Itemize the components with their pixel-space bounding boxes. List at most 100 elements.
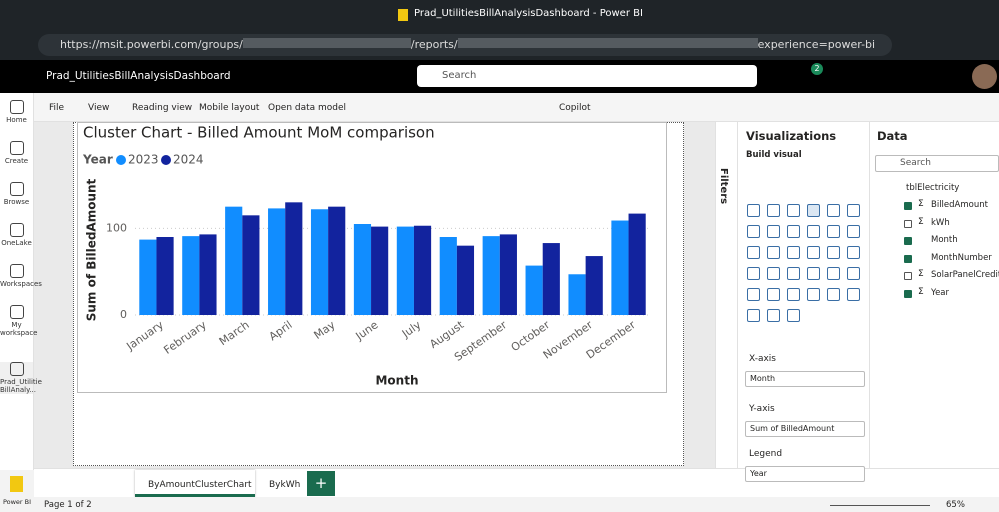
search-box[interactable]: Search: [417, 65, 757, 87]
bar: [328, 206, 346, 315]
active-tab[interactable]: [135, 470, 255, 497]
add-page[interactable]: +: [307, 471, 335, 496]
build-visual: Build visual: [746, 150, 802, 160]
y-tick-label: 0: [120, 308, 127, 321]
x-tick-label: July: [399, 318, 424, 341]
viz-icon[interactable]: [767, 225, 780, 238]
well-field[interactable]: Sum of BilledAmount: [745, 421, 865, 437]
viz-icon[interactable]: [767, 246, 780, 259]
nav-item[interactable]: Home: [0, 100, 33, 124]
viz-icon[interactable]: [747, 225, 760, 238]
viz-icon[interactable]: [747, 246, 760, 259]
field-name[interactable]: Month: [931, 235, 958, 245]
bar: [499, 234, 517, 315]
field-checkbox[interactable]: [904, 289, 912, 298]
viz-icon[interactable]: [747, 204, 760, 217]
copilot-button[interactable]: Copilot: [559, 103, 591, 113]
nav-item[interactable]: My workspace: [0, 305, 37, 337]
viz-icon[interactable]: [747, 309, 760, 322]
nav-item[interactable]: Create: [0, 141, 33, 165]
redacted: [242, 38, 411, 48]
field-name[interactable]: Year: [931, 287, 949, 298]
viz-icon[interactable]: [827, 204, 840, 217]
viz-icon[interactable]: [847, 288, 860, 301]
bar: [628, 213, 646, 315]
bar: [542, 243, 560, 315]
viz-icon[interactable]: [827, 246, 840, 259]
viz-icon[interactable]: [767, 288, 780, 301]
report-name[interactable]: Prad_UtilitiesBillAnalysisDashboard: [46, 70, 231, 82]
viz-icon[interactable]: [787, 204, 800, 217]
legend-title: Year: [82, 153, 113, 167]
viz-icon[interactable]: [747, 288, 760, 301]
viz-icon[interactable]: [827, 267, 840, 280]
ribbon: [34, 93, 999, 122]
field-name[interactable]: SolarPanelCredits: [931, 270, 999, 280]
ribbon-item[interactable]: Open data model: [268, 103, 347, 113]
viz-icon[interactable]: [767, 204, 780, 217]
field-name[interactable]: kWh: [931, 217, 950, 228]
field-checkbox[interactable]: [904, 202, 912, 210]
page-tab[interactable]: BykWh: [269, 480, 301, 490]
nav-item[interactable]: Browse: [0, 182, 33, 206]
viz-icon[interactable]: [827, 288, 840, 301]
filters-pane[interactable]: [715, 122, 738, 497]
viz-icon[interactable]: [847, 204, 860, 217]
well-label: Legend: [749, 449, 783, 459]
well-field[interactable]: Month: [745, 371, 865, 387]
viz-icon[interactable]: [847, 246, 860, 259]
field-checkbox[interactable]: [904, 254, 912, 263]
page-tab[interactable]: ByAmountClusterChart: [148, 480, 252, 490]
url: /reports/: [410, 38, 458, 51]
viz-icon[interactable]: [807, 267, 820, 280]
viz-icon[interactable]: [847, 225, 860, 238]
viz-icon[interactable]: [847, 267, 860, 280]
ribbon-item[interactable]: File: [49, 103, 65, 113]
ribbon-item[interactable]: Mobile layout: [199, 103, 260, 113]
field-name[interactable]: MonthNumber: [931, 252, 992, 263]
x-axis-label: Month: [375, 374, 418, 388]
field-checkbox[interactable]: [904, 237, 912, 245]
viz-icon[interactable]: [787, 225, 800, 238]
legend-swatch: [161, 155, 171, 165]
ribbon-item[interactable]: View: [88, 103, 110, 113]
ribbon-item[interactable]: Reading view: [132, 103, 193, 113]
nav-item[interactable]: Workspaces: [0, 264, 42, 288]
zoom-level: 65%: [946, 500, 965, 510]
viz-icon[interactable]: [787, 288, 800, 301]
viz-icon[interactable]: [747, 267, 760, 280]
field-checkbox[interactable]: [904, 272, 912, 280]
bar: [285, 202, 303, 315]
bar: [396, 226, 414, 315]
viz-icon[interactable]: [787, 309, 800, 322]
data-title: Data: [877, 129, 908, 143]
viz-icon[interactable]: [807, 225, 820, 238]
redacted: [457, 38, 758, 48]
nav-icon: [9, 223, 24, 237]
data-search[interactable]: Search: [875, 155, 999, 172]
viz-icon[interactable]: [807, 288, 820, 301]
viz-icon[interactable]: [807, 246, 820, 259]
viz-icon[interactable]: [767, 267, 780, 280]
table-name[interactable]: tblElectricity: [906, 183, 960, 193]
nav-item[interactable]: OneLake: [0, 223, 33, 247]
power-bi-label: Power BI: [2, 498, 32, 506]
nav-icon: [9, 305, 24, 319]
field-checkbox[interactable]: [904, 219, 912, 228]
viz-icon[interactable]: [787, 246, 800, 259]
avatar[interactable]: [972, 64, 997, 89]
well-field[interactable]: Year: [745, 466, 865, 482]
nav-label: Home: [6, 116, 27, 124]
viz-icon[interactable]: [787, 267, 800, 280]
viz-icon[interactable]: [807, 204, 820, 217]
field-name[interactable]: BilledAmount: [931, 200, 988, 210]
viz-icon[interactable]: [767, 309, 780, 322]
nav-item[interactable]: Prad_Utilitie BillAnaly...: [0, 362, 42, 394]
notification-badge: 2: [811, 63, 823, 75]
nav-label: Prad_Utilitie BillAnaly...: [0, 378, 42, 394]
address-bar[interactable]: https://msit.powerbi.com/groups/ /reports…: [38, 34, 892, 56]
left-nav: [0, 93, 34, 512]
zoom-slider[interactable]: [830, 505, 930, 506]
page-count: Page 1 of 2: [44, 500, 92, 510]
viz-icon[interactable]: [827, 225, 840, 238]
